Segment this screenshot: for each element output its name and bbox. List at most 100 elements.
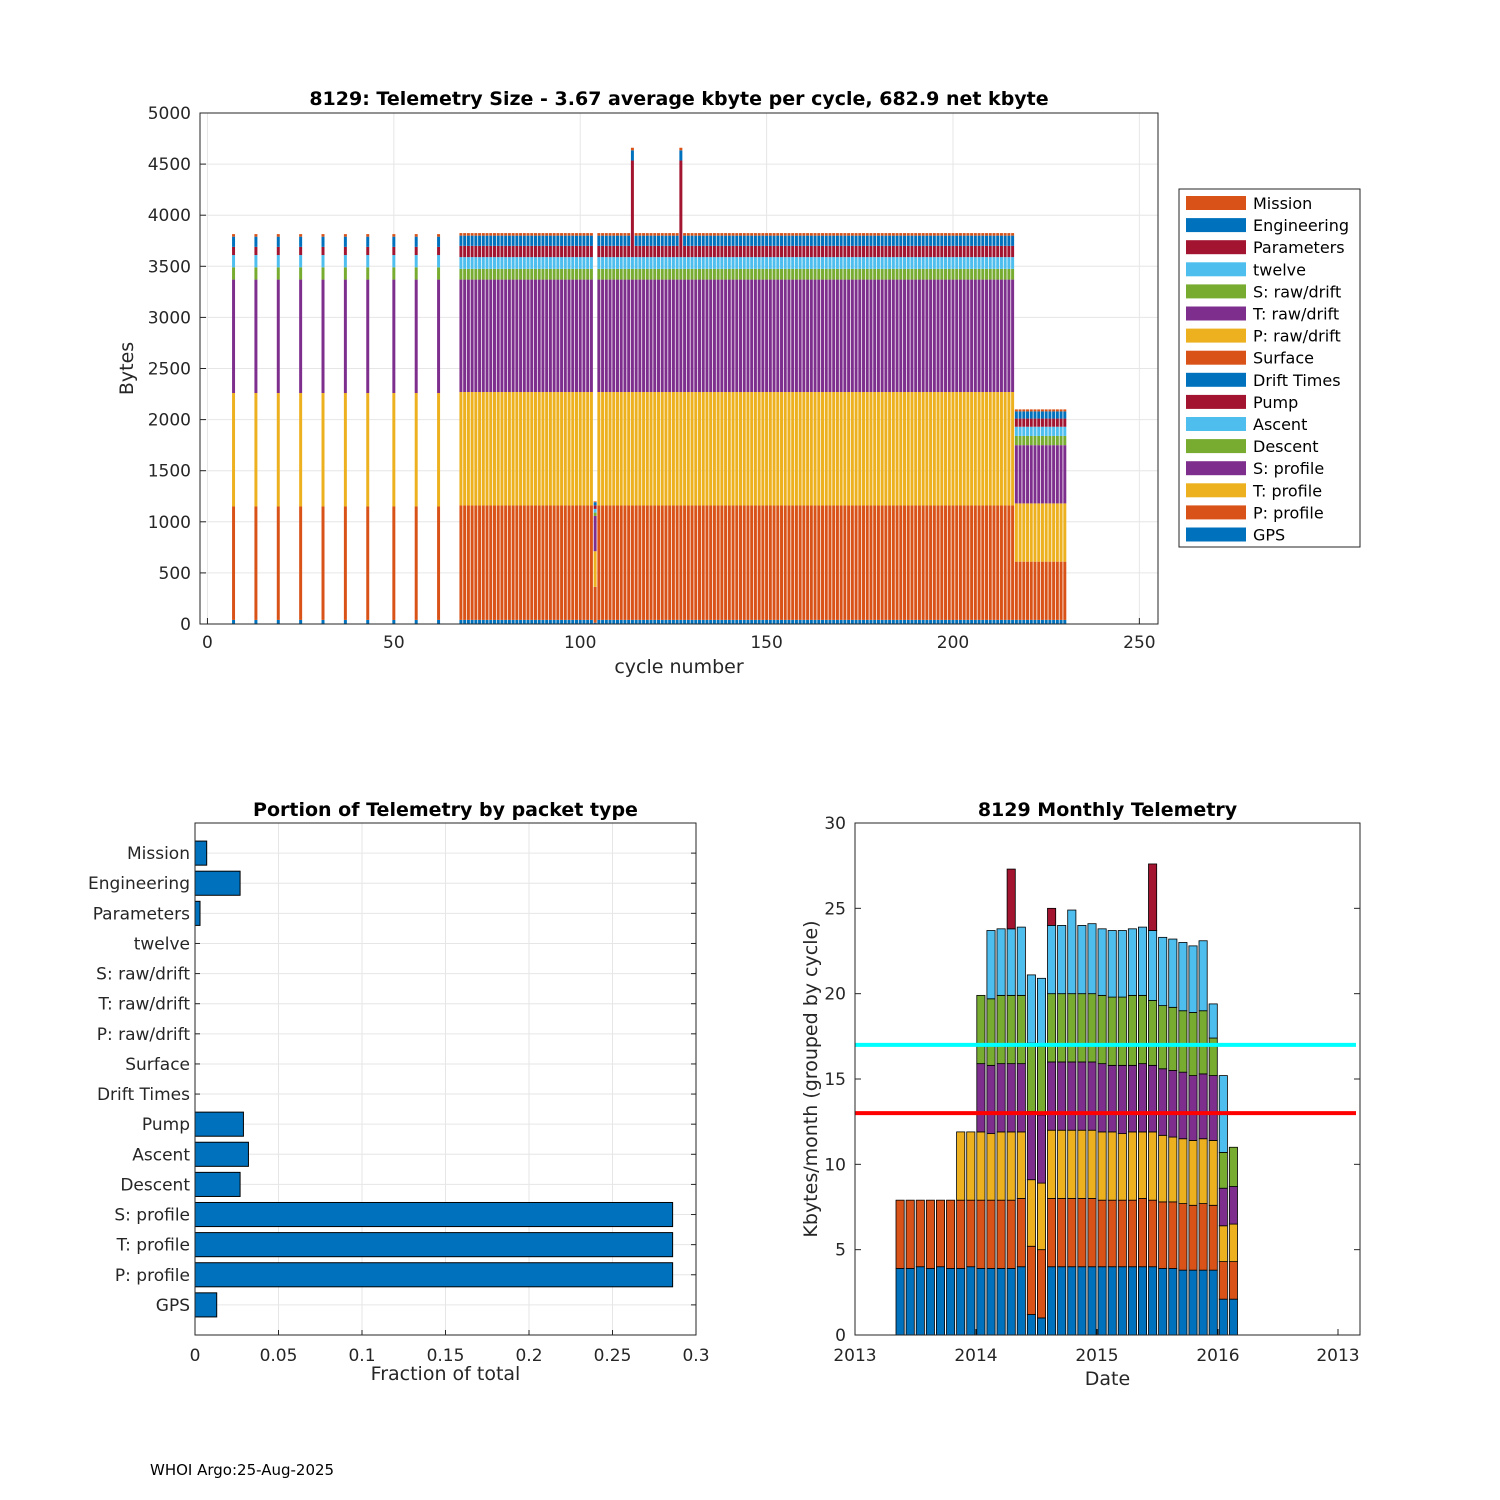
bar-segment — [854, 233, 858, 236]
bar-segment — [1047, 925, 1057, 995]
bar-segment — [664, 392, 668, 506]
bar-segment — [511, 392, 515, 506]
bar-segment — [724, 505, 728, 620]
bar-segment — [548, 392, 552, 506]
bar-segment — [1018, 426, 1022, 436]
bar-segment — [470, 619, 474, 624]
cycle-bar — [802, 233, 806, 624]
bar-segment — [761, 505, 765, 620]
bar-segment — [675, 279, 679, 393]
bar-segment — [504, 279, 508, 393]
bar-segment — [1047, 993, 1057, 1063]
bar-segment — [560, 505, 564, 620]
bar-segment — [1016, 1198, 1026, 1268]
bar-segment — [932, 235, 936, 246]
bar-segment — [660, 245, 664, 258]
bar-segment — [895, 505, 899, 620]
bar-segment — [824, 245, 828, 258]
legend-swatch — [1186, 306, 1246, 321]
bar-segment — [694, 279, 698, 393]
bar-segment — [649, 257, 653, 269]
bar-segment — [459, 392, 463, 506]
cycle-bar — [910, 233, 914, 624]
bar-segment — [824, 235, 828, 246]
bar-segment — [843, 233, 847, 236]
bar-segment — [414, 267, 418, 280]
x-axis-label: Fraction of total — [371, 1363, 521, 1385]
bar-segment — [720, 279, 724, 393]
bar-segment — [955, 619, 959, 624]
bar-segment — [925, 257, 929, 269]
bar-segment — [787, 257, 791, 269]
bar-segment — [1037, 619, 1041, 624]
bar-segment — [485, 392, 489, 506]
bar-segment — [526, 279, 530, 393]
bar-segment — [858, 619, 862, 624]
bar-segment — [727, 268, 731, 280]
bar-segment — [1117, 1199, 1127, 1268]
bar-segment — [657, 505, 660, 620]
bar-segment — [589, 268, 593, 280]
bar-segment — [642, 257, 646, 269]
bar-segment — [966, 245, 970, 258]
bar-segment — [917, 619, 921, 624]
cycle-bar — [973, 233, 977, 624]
bar-segment — [668, 245, 672, 258]
bar-segment — [899, 619, 903, 624]
bar-segment — [739, 392, 742, 506]
bar-segment — [604, 257, 608, 269]
bar-segment — [657, 392, 660, 506]
bar-segment — [936, 257, 940, 269]
bar-segment — [466, 235, 470, 246]
bar-segment — [776, 279, 780, 393]
bar-segment — [612, 279, 616, 393]
bar-segment — [500, 392, 504, 506]
bar-segment — [671, 235, 675, 246]
bar-segment — [1097, 1131, 1107, 1201]
bar-segment — [947, 392, 951, 506]
bar-segment — [925, 245, 929, 258]
bar-segment — [996, 392, 1000, 506]
bar-segment — [1037, 426, 1041, 436]
bar-segment — [657, 619, 660, 624]
bar-segment — [414, 619, 418, 624]
bar-segment — [888, 268, 892, 280]
bar-segment — [463, 619, 467, 624]
bar-segment — [835, 257, 839, 269]
legend-label: S: raw/drift — [1253, 282, 1341, 301]
bar-segment — [690, 235, 694, 246]
bar-segment — [1037, 1317, 1047, 1336]
bar-segment — [578, 279, 582, 393]
bar-segment — [947, 233, 951, 236]
bar-segment — [906, 619, 910, 624]
bar-segment — [798, 257, 802, 269]
month-bar — [1228, 1146, 1238, 1336]
bar-segment — [862, 268, 866, 280]
bar-segment — [880, 245, 884, 258]
cycle-bar — [1055, 409, 1059, 624]
bar-segment — [660, 505, 664, 620]
bar-segment — [925, 1268, 935, 1336]
cycle-bar — [839, 233, 843, 624]
bar-segment — [1014, 561, 1018, 620]
bar-segment — [1117, 1064, 1127, 1135]
bar-segment — [1044, 411, 1048, 419]
bar-segment — [1007, 268, 1011, 280]
bar-segment — [1003, 233, 1007, 236]
bar-segment — [299, 619, 303, 624]
bar-segment — [839, 268, 843, 280]
cycle-bar — [1044, 409, 1048, 624]
bar-segment — [947, 245, 951, 258]
bar-segment — [1052, 503, 1056, 562]
bar-segment — [835, 245, 839, 258]
bar-segment — [478, 233, 482, 236]
bar-segment — [976, 1199, 986, 1269]
y-tick-label: 10 — [824, 1155, 846, 1175]
bar-segment — [709, 235, 713, 246]
bar-segment — [787, 392, 791, 506]
cycle-bar — [645, 233, 649, 624]
bar-segment — [660, 257, 664, 269]
bar-segment — [500, 619, 504, 624]
bar-segment — [552, 245, 556, 258]
bar-segment — [601, 245, 605, 258]
